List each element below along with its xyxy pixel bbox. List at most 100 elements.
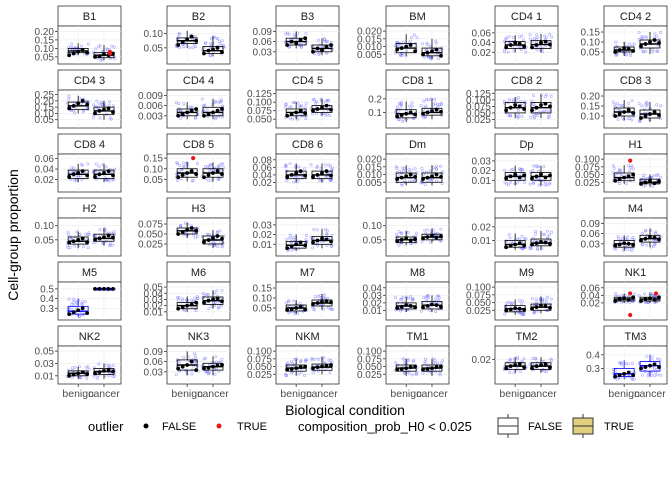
jitter-point (541, 179, 545, 183)
sample-point (315, 172, 320, 177)
y-tick-label: 0.05 (253, 304, 273, 315)
y-tick-label: 0.10 (144, 29, 164, 40)
jitter-point (294, 235, 298, 239)
sample-point (543, 175, 548, 180)
jitter-point (85, 376, 89, 380)
jitter-point (317, 52, 321, 56)
facet-m5: M5 0.50.40.3 (40, 261, 122, 321)
jitter-point (299, 103, 303, 107)
jitter-point (437, 296, 441, 300)
jitter-point (97, 362, 101, 366)
sample-point (617, 48, 622, 52)
y-tick-label: 0.09 (253, 27, 273, 38)
sample-point (404, 303, 409, 308)
jitter-point (325, 99, 329, 103)
sample-point (185, 37, 190, 42)
jitter-point (424, 104, 428, 108)
facet-label: TM1 (407, 331, 429, 343)
jitter-point (656, 357, 660, 361)
sample-point (399, 304, 404, 309)
sample-point (543, 39, 548, 44)
sample-point (639, 238, 643, 243)
facet-label: B1 (83, 11, 96, 23)
jitter-point (294, 310, 298, 314)
sample-point (106, 286, 111, 291)
jitter-point (521, 299, 525, 303)
jitter-point (410, 35, 414, 39)
sample-point (294, 242, 299, 247)
jitter-point (410, 241, 414, 245)
x-tick-label: cancer (634, 388, 666, 400)
sample-point (294, 171, 299, 175)
jitter-point (502, 39, 506, 43)
jitter-point (637, 30, 641, 34)
sample-point (430, 302, 434, 307)
facet-label: M6 (191, 267, 206, 279)
sample-point (285, 308, 290, 312)
jitter-point (296, 177, 300, 181)
jitter-point (296, 101, 300, 105)
jitter-point (419, 181, 423, 185)
sample-point (626, 108, 631, 112)
jitter-point (409, 39, 413, 43)
jitter-point (110, 44, 114, 48)
sample-point (215, 45, 220, 50)
sample-point (289, 172, 294, 177)
jitter-point (547, 233, 551, 237)
y-tick-label: 0.03 (35, 359, 55, 370)
x-tick-label: cancer (197, 388, 229, 400)
jitter-point (113, 374, 117, 378)
facet-cd8-1: CD8 1 0.2 0.1 (368, 69, 450, 129)
jitter-point (544, 370, 548, 374)
facet-cd8-3: CD8 3 0.200.150.10 (581, 69, 668, 129)
facet-label: CD8 4 (74, 139, 105, 151)
jitter-point (415, 231, 419, 235)
jitter-point (193, 360, 197, 364)
sample-point (404, 236, 409, 241)
jitter-point (107, 103, 111, 107)
sample-point (189, 168, 194, 173)
jitter-point (220, 245, 224, 249)
sample-point (206, 238, 211, 242)
sample-point (320, 171, 324, 175)
jitter-point (534, 112, 538, 116)
jitter-point (402, 167, 406, 171)
y-tick-label: 0.02 (35, 175, 55, 186)
jitter-point (528, 182, 532, 186)
jitter-point (293, 100, 297, 104)
jitter-point (518, 168, 522, 172)
jitter-point (92, 50, 96, 54)
sample-point (639, 116, 643, 120)
sample-point (539, 303, 543, 308)
jitter-point (547, 115, 551, 119)
sample-point (67, 312, 72, 317)
jitter-point (650, 370, 654, 374)
sample-point (622, 175, 627, 180)
sample-point (408, 238, 413, 243)
facet-panel (603, 153, 668, 193)
jitter-point (397, 118, 401, 122)
jitter-point (182, 355, 186, 359)
sample-point (194, 368, 199, 372)
legend-composition-true-label: TRUE (604, 421, 634, 433)
jitter-point (323, 163, 327, 167)
jitter-point (292, 180, 296, 184)
sample-point (206, 112, 211, 116)
y-tick-label: 0.10 (581, 38, 601, 49)
sample-point (421, 305, 425, 310)
sample-point (548, 305, 552, 310)
jitter-point (642, 173, 646, 177)
sample-point (395, 177, 400, 182)
y-tick-label: 0.04 (144, 289, 164, 300)
x-tick-label: benign (280, 388, 312, 400)
sample-point (324, 364, 329, 368)
jitter-point (214, 355, 218, 359)
jitter-point (204, 41, 208, 45)
jitter-point (326, 306, 330, 310)
y-tick-label: 0.075 (575, 162, 600, 173)
y-tick-label: 0.025 (466, 306, 491, 317)
jitter-point (330, 47, 334, 51)
sample-point (93, 55, 97, 59)
jitter-point (401, 120, 405, 124)
